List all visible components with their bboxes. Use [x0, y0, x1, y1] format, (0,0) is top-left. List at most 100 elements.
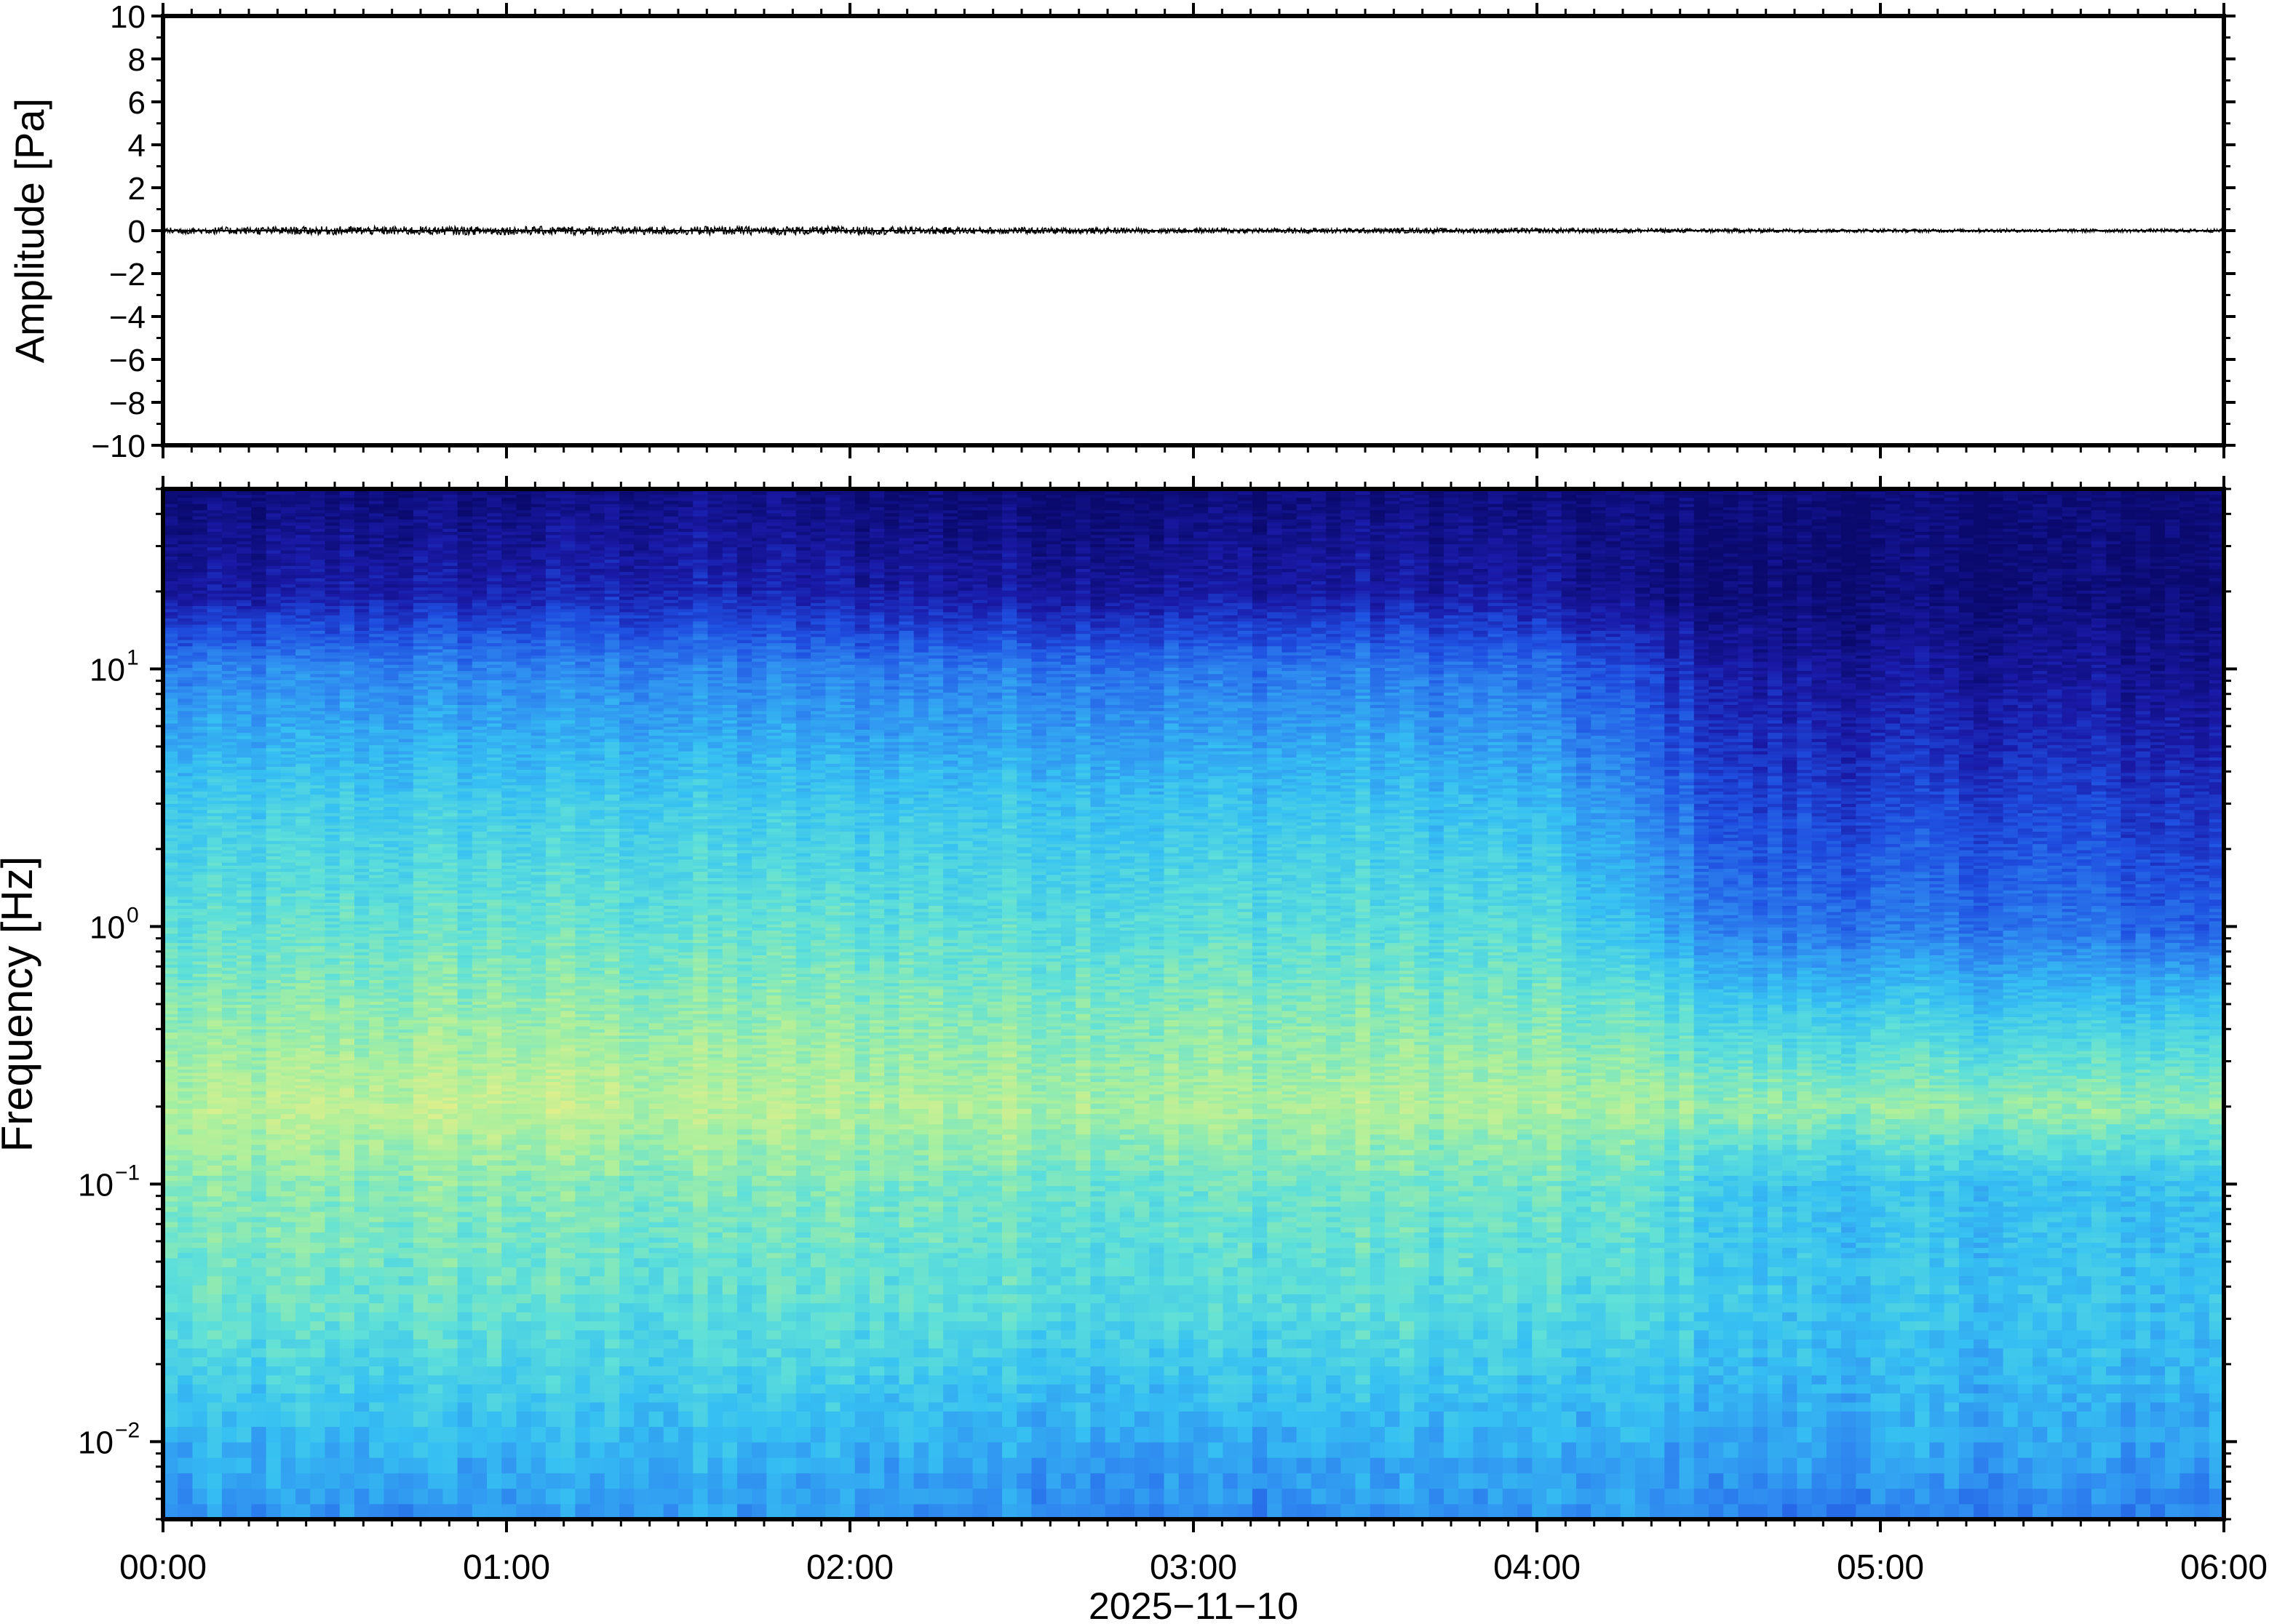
spectrogram-cell: [192, 995, 207, 999]
spectrogram-cell: [340, 1029, 355, 1032]
spectrogram-cell: [310, 785, 325, 789]
spectrogram-cell: [251, 890, 266, 893]
spectrogram-cell: [354, 1242, 370, 1248]
spectrogram-cell: [354, 1155, 370, 1161]
spectrogram-cell: [266, 1180, 282, 1186]
spectrogram-cell: [340, 1242, 355, 1248]
spectrogram-cell: [192, 763, 207, 767]
spectrogram-cell: [207, 816, 223, 819]
spectrogram-cell: [237, 522, 252, 526]
spectrogram-cell: [178, 741, 193, 745]
spectrogram-cell: [266, 717, 282, 720]
spectrogram-cell: [222, 624, 237, 628]
spectrogram-cell: [325, 698, 341, 702]
spectrogram-cell: [310, 1082, 325, 1086]
spectrogram-cell: [237, 961, 252, 965]
spectrogram-cell: [207, 562, 223, 566]
spectrogram-cell: [251, 1045, 266, 1048]
spectrogram-cell: [295, 1393, 311, 1403]
spectrogram-cell: [325, 1054, 341, 1057]
spectrogram-cell: [207, 806, 223, 810]
spectrogram-cell: [295, 998, 311, 1002]
spectrogram-cell: [281, 683, 296, 687]
spectrogram-cell: [325, 528, 341, 532]
spectrogram-cell: [295, 581, 311, 584]
spectrogram-cell: [207, 642, 223, 646]
spectrogram-cell: [222, 1312, 237, 1321]
spectrogram-cell: [163, 1339, 178, 1348]
spectrogram-cell: [237, 736, 252, 739]
spectrogram-cell: [354, 680, 370, 683]
spectrogram-cell: [340, 803, 355, 807]
spectrogram-cell: [325, 593, 341, 597]
spectrogram-cell: [251, 667, 266, 671]
spectrogram-cell: [266, 1134, 282, 1140]
spectrogram-cell: [340, 553, 355, 557]
spectrogram-cell: [237, 612, 252, 616]
spectrogram-cell: [178, 587, 193, 591]
spectrogram-cell: [192, 773, 207, 776]
spectrogram-cell: [237, 627, 252, 631]
spectrogram-cell: [354, 531, 370, 535]
spectrogram-cell: [281, 689, 296, 693]
spectrogram-cell: [237, 652, 252, 656]
spectrogram-cell: [178, 1427, 193, 1443]
spectrogram-cell: [192, 1100, 207, 1104]
spectrogram-cell: [295, 544, 311, 547]
spectrogram-cell: [325, 637, 341, 640]
spectrogram-cell: [310, 1075, 325, 1079]
spectrogram-cell: [192, 1119, 207, 1125]
spectrogram-cell: [281, 877, 296, 881]
spectrogram-cell: [222, 634, 237, 637]
spectrogram-cell: [237, 538, 252, 541]
spectrogram-cell: [310, 884, 325, 888]
spectrogram-cell: [325, 562, 341, 566]
spectrogram-cell: [310, 810, 325, 813]
spectrogram-cell: [281, 822, 296, 826]
spectrogram-cell: [369, 1285, 384, 1294]
spectrogram-cell: [310, 770, 325, 773]
spectrogram-cell: [295, 1402, 311, 1412]
spectrogram-cell: [237, 1078, 252, 1082]
spectrogram-cell: [192, 1393, 207, 1403]
spectrogram-cell: [354, 550, 370, 554]
spectrogram-cell: [325, 677, 341, 680]
spectrogram-cell: [163, 930, 178, 934]
spectrogram-cell: [310, 541, 325, 544]
spectrogram-cell: [163, 1160, 178, 1166]
spectrogram-cell: [266, 655, 282, 658]
spectrogram-cell: [266, 646, 282, 650]
spectrogram-cell: [340, 1051, 355, 1054]
spectrogram-cell: [295, 800, 311, 804]
spectrogram-cell: [281, 1258, 296, 1267]
spectrogram-cell: [192, 890, 207, 893]
spectrogram-cell: [178, 1057, 193, 1061]
spectrogram-cell: [163, 946, 178, 950]
spectrogram-cell: [178, 1066, 193, 1070]
spectrogram-cell: [237, 1427, 252, 1443]
spectrogram-cell: [354, 640, 370, 643]
spectrogram-cell: [163, 1124, 178, 1130]
spectrogram-cell: [222, 1119, 237, 1125]
spectrogram-cell: [251, 763, 266, 767]
spectrogram-cell: [295, 1160, 311, 1166]
spectrogram-cell: [207, 1384, 223, 1393]
spectrogram-cell: [295, 1001, 311, 1005]
spectrogram-cell: [310, 664, 325, 668]
spectrogram-cell: [354, 1097, 370, 1101]
spectrogram-cell: [281, 1321, 296, 1330]
spectrogram-cell: [251, 939, 266, 943]
spectrogram-cell: [192, 831, 207, 835]
spectrogram-cell: [340, 952, 355, 955]
spectrogram-cell: [178, 757, 193, 761]
spectrogram-cell: [310, 835, 325, 838]
spectrogram-cell: [163, 519, 178, 522]
spectrogram-cell: [266, 859, 282, 863]
spectrogram-cell: [354, 782, 370, 786]
spectrogram-cell: [281, 1375, 296, 1385]
spectrogram-cell: [354, 794, 370, 797]
spectrogram-cell: [222, 689, 237, 693]
spectrogram-cell: [354, 763, 370, 767]
spectrogram-cell: [295, 661, 311, 665]
spectrogram-cell: [178, 1442, 193, 1458]
